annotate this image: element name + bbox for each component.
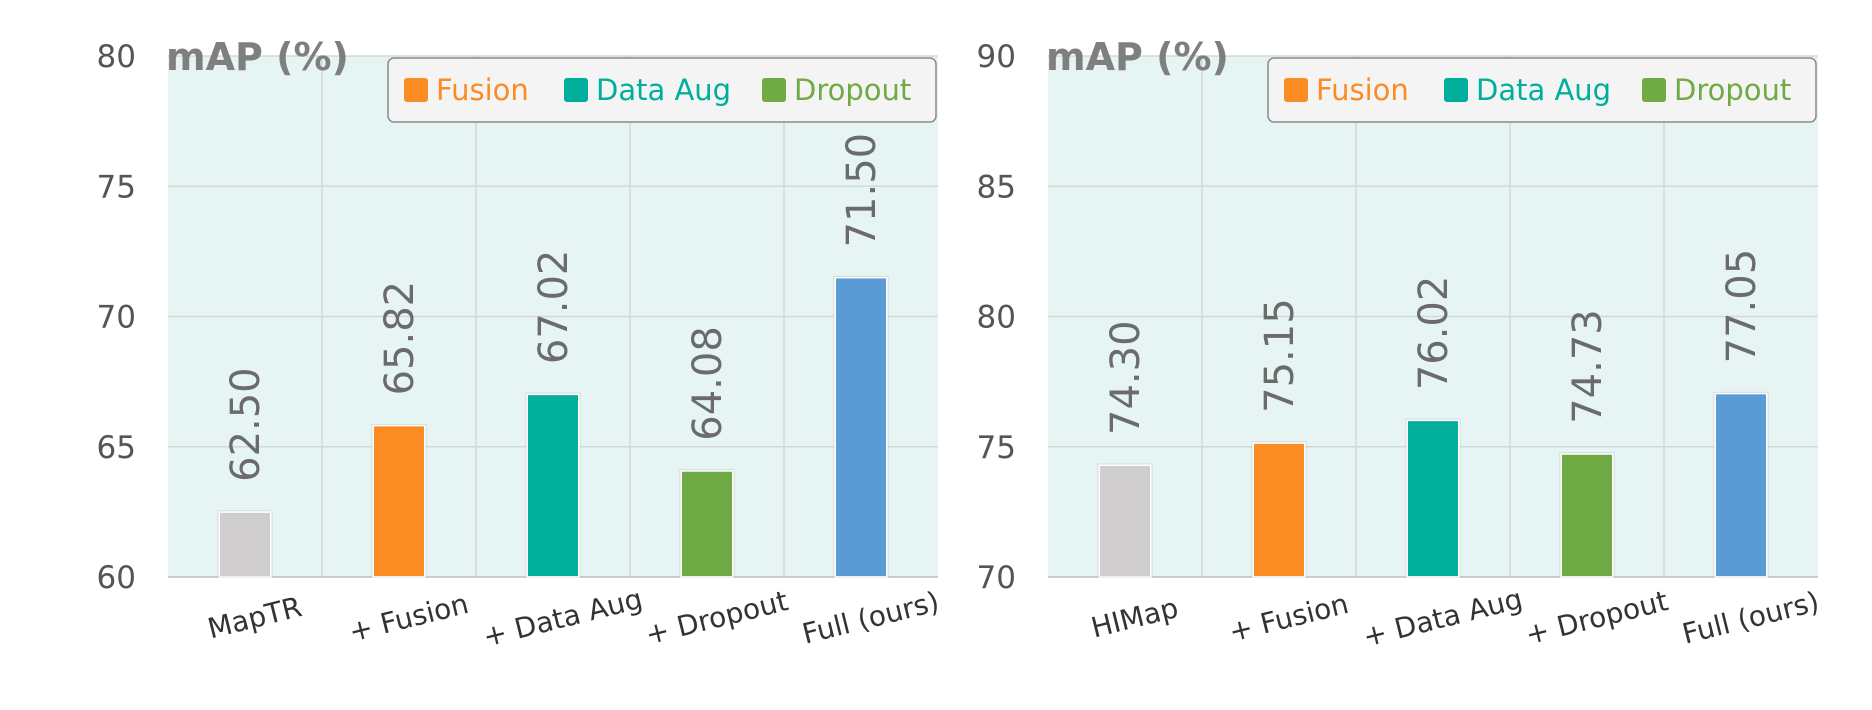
bar-value-label: 77.05 <box>1719 249 1765 364</box>
legend-box <box>387 57 937 123</box>
y-axis-label: mAP (%) <box>166 35 349 79</box>
bar <box>1560 452 1614 579</box>
bar-outline <box>217 510 273 578</box>
y-tick-label: 70 <box>97 300 136 336</box>
y-tick-label: 60 <box>97 560 136 596</box>
bar-outline <box>679 469 735 578</box>
bar-value-label: 65.82 <box>377 281 423 396</box>
bar-outline <box>1405 418 1461 578</box>
x-tick-label: + Data Aug <box>1360 582 1526 653</box>
x-tick-label: + Dropout <box>642 584 791 651</box>
x-tick-label: MapTR <box>204 590 305 645</box>
legend: Fusion Data Aug Dropout <box>1267 57 1817 123</box>
y-tick-label: 70 <box>977 560 1016 596</box>
legend-swatch <box>762 78 786 102</box>
bar <box>834 276 888 578</box>
bar <box>1252 441 1306 578</box>
legend-label: Dropout <box>1674 73 1791 107</box>
bar <box>1098 463 1152 578</box>
y-tick-label: 80 <box>977 300 1016 336</box>
bar-outline <box>1251 441 1307 578</box>
y-tick-label: 85 <box>977 169 1016 205</box>
x-tick-label: + Fusion <box>346 587 472 649</box>
legend-label: Data Aug <box>1476 73 1611 107</box>
bar-value-label: 75.15 <box>1257 298 1303 413</box>
x-tick-label: + Fusion <box>1226 587 1352 649</box>
legend-label: Data Aug <box>596 73 731 107</box>
y-tick-label: 90 <box>977 39 1016 75</box>
y-tick-label: 80 <box>97 39 136 75</box>
bar <box>372 424 426 578</box>
bar-outline <box>1097 463 1153 578</box>
legend-label: Fusion <box>436 73 529 107</box>
legend-swatch <box>404 78 428 102</box>
x-tick-label: + Dropout <box>1522 584 1671 651</box>
legend-swatch <box>564 78 588 102</box>
legend-swatch <box>1284 78 1308 102</box>
bar-value-label: 62.50 <box>223 367 269 482</box>
bar <box>218 510 272 578</box>
bar-outline <box>371 423 427 578</box>
y-tick-label: 75 <box>977 430 1016 466</box>
y-tick-label: 75 <box>97 169 136 205</box>
bar <box>680 469 734 578</box>
bar <box>1406 419 1460 578</box>
bar <box>526 393 580 578</box>
bar-value-label: 74.73 <box>1565 309 1611 424</box>
legend-swatch <box>1444 78 1468 102</box>
bar-outline <box>1559 452 1615 578</box>
bar-outline <box>833 275 889 578</box>
x-tick-label: Full (ours) <box>799 585 942 651</box>
bar-outline <box>1713 391 1769 578</box>
x-tick-label: Full (ours) <box>1679 585 1822 651</box>
chart-2: 70 75 80 85 90 mAP (%) 74.30 HIMap 75.15 + Fusion… <box>977 35 1823 653</box>
bar-value-label: 76.02 <box>1411 276 1457 391</box>
legend-box <box>1267 57 1817 123</box>
bar-outline <box>525 392 581 578</box>
bar <box>1714 392 1768 578</box>
legend-label: Dropout <box>794 73 911 107</box>
x-tick-label: + Data Aug <box>480 582 646 653</box>
legend-label: Fusion <box>1316 73 1409 107</box>
y-tick-label: 65 <box>97 430 136 466</box>
bar-value-label: 71.50 <box>839 133 885 248</box>
legend: Fusion Data Aug Dropout <box>387 57 937 123</box>
chart-1: 60 65 70 75 80 mAP (%) 62.50 MapTR 65.82 + Fusion… <box>97 35 943 653</box>
bar-value-label: 64.08 <box>685 326 731 441</box>
legend-swatch <box>1642 78 1666 102</box>
bar-value-label: 67.02 <box>531 250 577 365</box>
y-axis-label: mAP (%) <box>1046 35 1229 79</box>
x-tick-label: HIMap <box>1088 591 1182 644</box>
bar-value-label: 74.30 <box>1103 320 1149 435</box>
